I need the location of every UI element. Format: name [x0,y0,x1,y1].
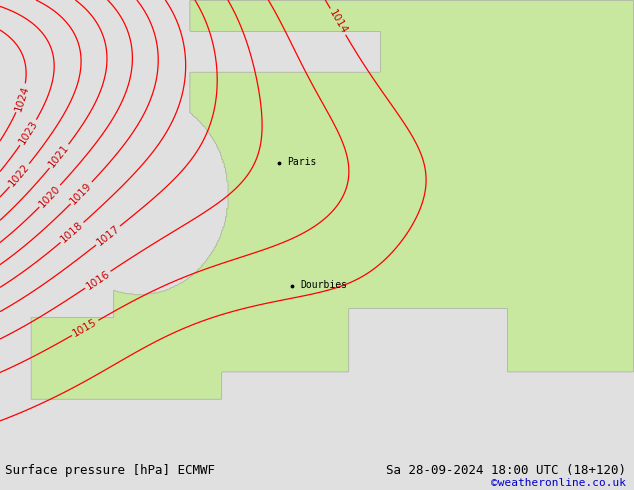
Text: Surface pressure [hPa] ECMWF: Surface pressure [hPa] ECMWF [5,464,215,477]
Text: 1018: 1018 [59,220,86,245]
Text: 1022: 1022 [7,162,32,189]
Text: Sa 28-09-2024 18:00 UTC (18+120): Sa 28-09-2024 18:00 UTC (18+120) [386,464,626,477]
Text: 1016: 1016 [84,268,112,291]
Text: Paris: Paris [287,157,316,168]
Text: 1021: 1021 [47,143,72,170]
Text: ©weatheronline.co.uk: ©weatheronline.co.uk [491,478,626,488]
Text: 1017: 1017 [94,223,122,248]
Text: 1020: 1020 [37,183,63,209]
Text: 1015: 1015 [71,317,99,339]
Text: 1019: 1019 [68,180,94,206]
Text: Dourbies: Dourbies [300,280,347,290]
Text: 1023: 1023 [17,119,40,147]
Text: 1014: 1014 [327,8,349,36]
Text: 1024: 1024 [13,84,30,112]
